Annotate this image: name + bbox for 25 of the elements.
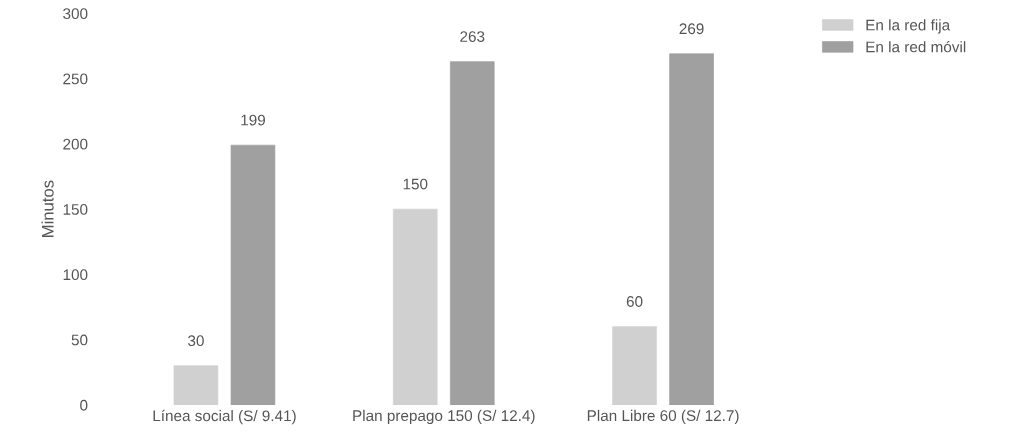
y-tick-label: 50: [71, 334, 88, 346]
x-tick-label: Plan Libre 60 (S/ 12.7): [587, 409, 739, 425]
x-tick-label: Plan prepago 150 (S/ 12.4): [353, 409, 535, 425]
legend-label: En la red fija: [866, 19, 951, 34]
bar: [230, 144, 276, 405]
data-label: 60: [626, 296, 643, 307]
bar: [449, 61, 495, 405]
data-label: 150: [403, 178, 428, 190]
bar: [173, 365, 219, 405]
x-tick-label: Línea social (S/ 9.41): [153, 409, 296, 425]
y-tick-label: 250: [63, 73, 88, 85]
data-label: 30: [188, 335, 204, 347]
legend-label: En la red móvil: [866, 40, 966, 53]
y-tick-label: 0: [80, 399, 88, 411]
y-tick-label: 100: [63, 269, 88, 281]
data-label: 269: [679, 23, 704, 35]
bar: [612, 326, 657, 405]
y-tick-label: 300: [63, 8, 88, 20]
y-tick-label: 150: [63, 204, 88, 215]
bar: [669, 53, 714, 405]
bar: [392, 208, 438, 405]
data-label: 263: [460, 31, 485, 42]
y-axis-title: Minutos: [41, 180, 54, 237]
y-tick-label: 200: [63, 138, 88, 150]
data-label: 199: [241, 114, 265, 126]
